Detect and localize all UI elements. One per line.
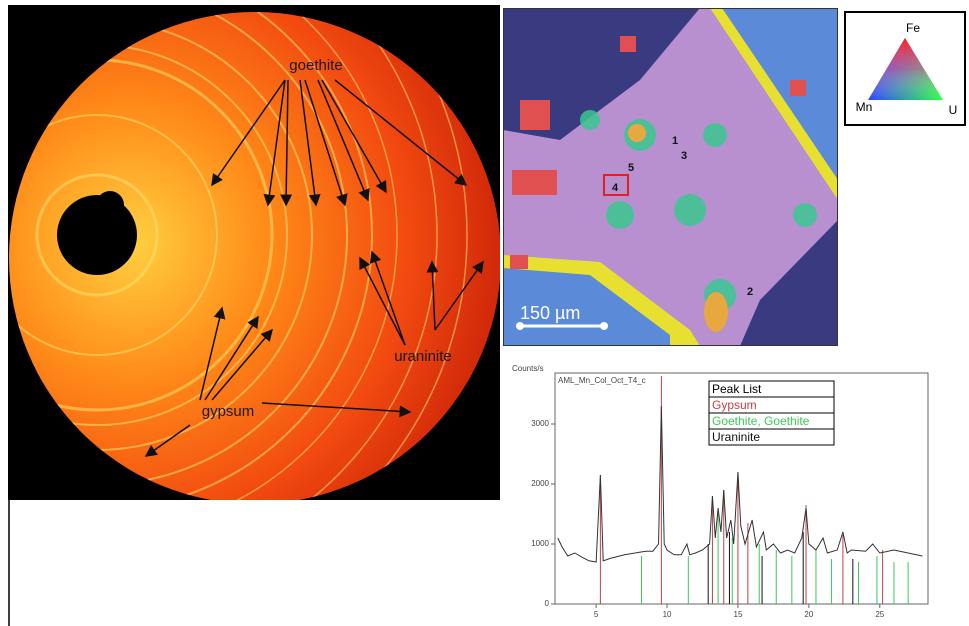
diffraction-label: goethite bbox=[289, 57, 342, 74]
legend-entry: Gypsum bbox=[712, 398, 757, 412]
diffraction-label: gypsum bbox=[202, 403, 255, 420]
diffraction-image bbox=[0, 0, 501, 605]
x-tick-label: 25 bbox=[875, 610, 884, 619]
x-tick-label: 20 bbox=[804, 610, 813, 619]
map-point: 3 bbox=[681, 150, 687, 162]
diffraction-label: uraninite bbox=[394, 348, 452, 365]
figure: goethite uraninite gypsum 1 2 3 4 5 150 … bbox=[0, 0, 969, 626]
element-map bbox=[503, 8, 838, 346]
ternary-label: Fe bbox=[906, 21, 920, 35]
y-axis-label: Counts/s bbox=[512, 364, 544, 373]
ternary-label: Mn bbox=[856, 100, 873, 114]
y-tick-label: 1000 bbox=[531, 539, 549, 548]
legend-title: Peak List bbox=[712, 382, 762, 396]
map-point: 1 bbox=[672, 135, 678, 147]
y-tick-label: 2000 bbox=[531, 479, 549, 488]
x-tick-label: 5 bbox=[594, 610, 599, 619]
xrd-chart: Counts/s 0 1000 2000 3000 5 10 15 20 25 AML_Mn_Co… bbox=[512, 364, 928, 619]
y-tick-label: 3000 bbox=[531, 419, 549, 428]
x-tick-label: 15 bbox=[734, 610, 743, 619]
map-point: 2 bbox=[747, 286, 753, 298]
legend-entry: Goethite, Goethite bbox=[712, 414, 810, 428]
legend-entry: Uraninite bbox=[712, 430, 760, 444]
series-name: AML_Mn_Col_Oct_T4_c bbox=[558, 376, 646, 385]
y-tick-label: 0 bbox=[545, 599, 550, 608]
map-point: 5 bbox=[628, 162, 634, 174]
map-point: 4 bbox=[612, 182, 619, 194]
scale-bar-label: 150 µm bbox=[520, 303, 580, 323]
ternary-label: U bbox=[949, 103, 958, 117]
x-tick-label: 10 bbox=[663, 610, 672, 619]
